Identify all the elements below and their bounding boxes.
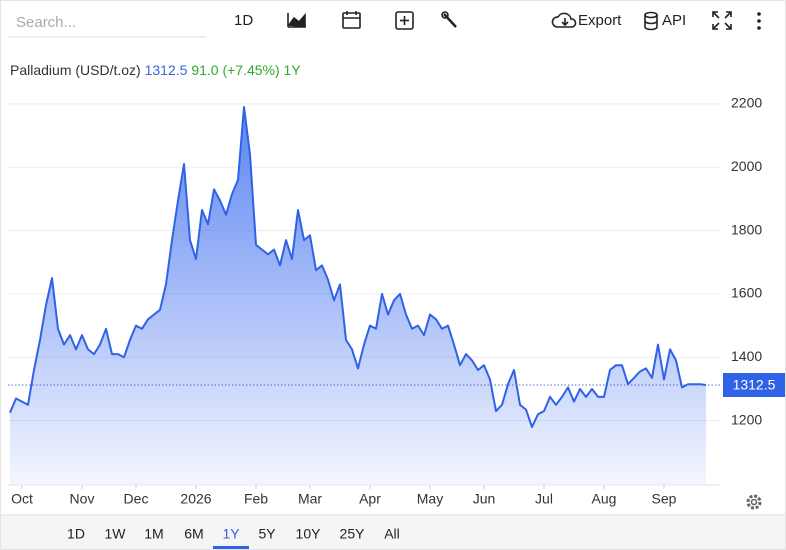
period-label: 1Y <box>284 62 302 78</box>
x-tick-label: May <box>417 491 443 507</box>
y-tick-label: 2200 <box>731 95 762 111</box>
x-tick-label: Apr <box>359 491 381 507</box>
chart-type-icon[interactable] <box>287 12 306 28</box>
range-button[interactable]: All <box>384 526 400 542</box>
range-button[interactable]: 1W <box>105 526 127 542</box>
y-tick-label: 1600 <box>731 285 762 301</box>
x-tick-label: Mar <box>298 491 322 507</box>
y-tick-label: 1200 <box>731 411 762 427</box>
range-button[interactable]: 1Y <box>222 526 240 542</box>
y-tick-label: 1400 <box>731 348 762 364</box>
range-button[interactable]: 25Y <box>340 526 366 542</box>
calendar-icon[interactable] <box>342 11 361 29</box>
active-range-underline <box>213 546 249 549</box>
price-line <box>9 106 707 428</box>
chart-title: Palladium (USD/t.oz) <box>10 62 141 78</box>
y-tick-label: 1800 <box>731 221 762 237</box>
price-change: 91.0 (+7.45%) <box>191 62 279 78</box>
x-tick-label: Nov <box>70 491 95 507</box>
range-button[interactable]: 10Y <box>296 526 322 542</box>
api-button[interactable]: API <box>644 11 686 31</box>
last-price-label: 1312.5 <box>733 377 776 393</box>
x-tick-label: Feb <box>244 491 268 507</box>
range-button[interactable]: 5Y <box>258 526 276 542</box>
compare-icon[interactable] <box>395 11 414 30</box>
last-price-box <box>723 373 785 397</box>
range-buttons: 1D 1W 1M 6M 1Y 5Y 10Y 25Y All <box>67 526 400 549</box>
x-tick-label: Jun <box>473 491 496 507</box>
more-icon[interactable] <box>757 12 761 30</box>
x-tick-label: Aug <box>592 491 617 507</box>
x-tick-label: 2026 <box>180 491 211 507</box>
y-tick-label: 2000 <box>731 158 762 174</box>
settings-tool-icon[interactable] <box>441 11 457 28</box>
range-button[interactable]: 6M <box>184 526 203 542</box>
fullscreen-icon[interactable] <box>712 11 732 30</box>
x-tick-label: Sep <box>652 491 677 507</box>
x-tick-label: Jul <box>535 491 553 507</box>
x-tick-label: Dec <box>124 491 149 507</box>
range-button[interactable]: 1D <box>67 526 85 542</box>
search-input[interactable]: Search... <box>16 14 76 31</box>
plot: 1200 1400 1600 1800 2000 2200 Oct Nov Dec 2026 Feb… <box>8 95 785 507</box>
x-tick-label: Oct <box>11 491 33 507</box>
last-price: 1312.5 <box>145 62 188 78</box>
range-button[interactable]: 1M <box>144 526 163 542</box>
export-label: Export <box>578 12 622 29</box>
chart-header: Palladium (USD/t.oz) 1312.5 91.0 (+7.45%… <box>10 62 301 78</box>
area <box>10 107 706 484</box>
api-label: API <box>662 12 686 29</box>
period-button[interactable]: 1D <box>234 12 253 29</box>
export-button[interactable]: Export <box>551 12 622 29</box>
settings-gear[interactable] <box>746 494 762 510</box>
range-bar <box>1 515 785 549</box>
